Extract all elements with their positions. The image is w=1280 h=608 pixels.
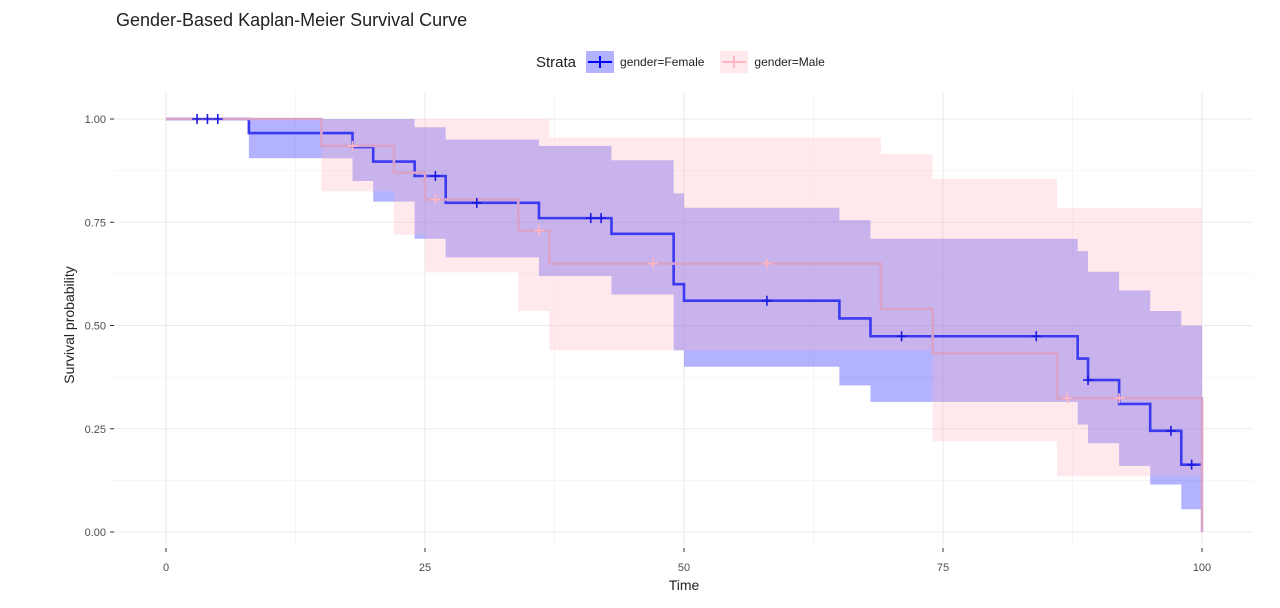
censor-mark-female: [212, 114, 223, 124]
y-axis-title: Survival probability: [61, 266, 77, 384]
legend-key-female: [586, 51, 615, 73]
y-tick-label: 0.00: [85, 527, 106, 539]
x-axis-title: Time: [669, 577, 700, 593]
legend-title: Strata: [536, 53, 577, 71]
chart-title: Gender-Based Kaplan-Meier Survival Curve: [116, 10, 468, 30]
x-tick-label: 75: [937, 562, 949, 574]
legend: Strata gender=Female gender=Male: [536, 50, 835, 74]
y-tick-label: 0.50: [85, 321, 106, 333]
censor-mark-male: [347, 140, 358, 151]
censor-mark-male: [647, 258, 658, 269]
legend-label-male: gender=Male: [754, 55, 825, 69]
x-tick-label: 100: [1193, 562, 1211, 574]
censor-mark-female: [1031, 331, 1042, 342]
legend-key-male: [720, 51, 749, 73]
censor-mark-female: [896, 331, 907, 342]
censor-mark-male: [1062, 393, 1073, 404]
y-tick-label: 0.25: [85, 424, 106, 436]
censor-mark-female: [1165, 425, 1176, 436]
survival-line-female: [166, 117, 1202, 466]
confidence-band-female: [166, 119, 1202, 510]
censor-mark-female: [585, 213, 596, 224]
x-tick-label: 0: [163, 562, 169, 574]
censor-mark-female: [596, 213, 607, 224]
censor-mark-male: [430, 194, 441, 205]
x-tick-label: 50: [678, 562, 690, 574]
x-tick-label: 25: [419, 562, 431, 574]
survival-lines: [166, 117, 1204, 532]
censor-mark-male: [533, 225, 544, 236]
censor-mark-female: [202, 114, 213, 124]
censor-mark-female: [761, 295, 772, 306]
grid: [114, 92, 1253, 546]
censor-marks: [192, 114, 1197, 470]
y-tick-label: 1.00: [85, 114, 106, 126]
censor-mark-female: [471, 197, 482, 208]
censor-mark-female: [192, 114, 203, 124]
axes: 0 25 50 75 100 0.00 0.25 0.50 0.75 1.00: [85, 114, 1212, 574]
censor-mark-female: [430, 170, 441, 181]
legend-label-female: gender=Female: [620, 55, 705, 69]
y-tick-label: 0.75: [85, 217, 106, 229]
censor-mark-female: [1083, 375, 1094, 386]
censor-mark-female: [1186, 459, 1197, 470]
survival-line-male: [166, 117, 1204, 532]
censor-mark-male: [761, 258, 772, 269]
censor-mark-male: [1114, 393, 1125, 404]
